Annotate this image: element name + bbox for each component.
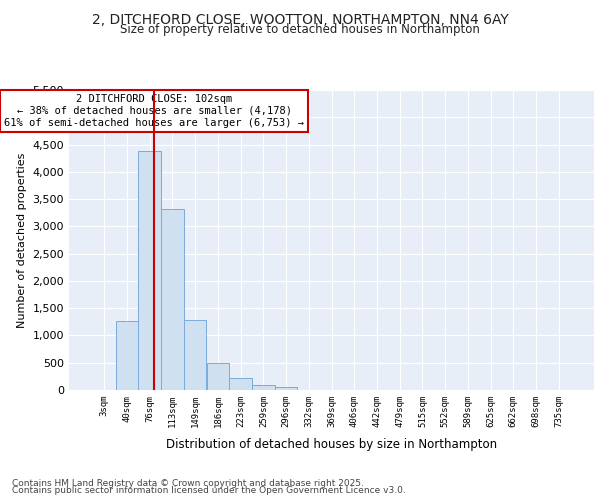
Bar bbox=[275, 387, 298, 390]
Bar bbox=[206, 362, 229, 390]
Bar bbox=[229, 378, 252, 390]
Bar bbox=[184, 320, 206, 390]
Text: Contains public sector information licensed under the Open Government Licence v3: Contains public sector information licen… bbox=[12, 486, 406, 495]
Text: 2 DITCHFORD CLOSE: 102sqm
← 38% of detached houses are smaller (4,178)
61% of se: 2 DITCHFORD CLOSE: 102sqm ← 38% of detac… bbox=[4, 94, 304, 128]
Bar bbox=[252, 385, 275, 390]
Bar bbox=[116, 320, 139, 390]
Text: Contains HM Land Registry data © Crown copyright and database right 2025.: Contains HM Land Registry data © Crown c… bbox=[12, 478, 364, 488]
Bar bbox=[139, 151, 161, 390]
Y-axis label: Number of detached properties: Number of detached properties bbox=[17, 152, 27, 328]
X-axis label: Distribution of detached houses by size in Northampton: Distribution of detached houses by size … bbox=[166, 438, 497, 451]
Text: Size of property relative to detached houses in Northampton: Size of property relative to detached ho… bbox=[120, 22, 480, 36]
Text: 2, DITCHFORD CLOSE, WOOTTON, NORTHAMPTON, NN4 6AY: 2, DITCHFORD CLOSE, WOOTTON, NORTHAMPTON… bbox=[92, 12, 508, 26]
Bar bbox=[161, 210, 184, 390]
